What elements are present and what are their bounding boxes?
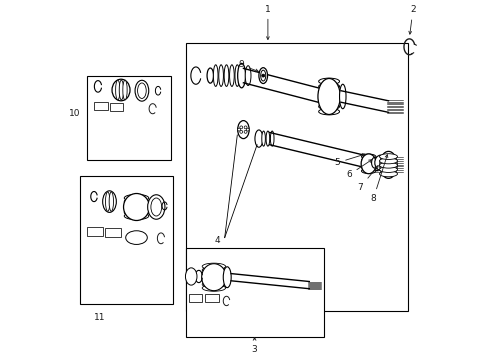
Ellipse shape	[261, 131, 265, 146]
Ellipse shape	[318, 78, 339, 85]
Ellipse shape	[124, 202, 148, 209]
Circle shape	[239, 130, 242, 133]
Ellipse shape	[361, 154, 375, 174]
Ellipse shape	[218, 65, 223, 86]
Ellipse shape	[318, 98, 339, 105]
Ellipse shape	[244, 66, 250, 85]
Ellipse shape	[382, 155, 393, 175]
Ellipse shape	[119, 80, 123, 100]
Circle shape	[239, 126, 242, 129]
FancyBboxPatch shape	[188, 294, 202, 302]
Ellipse shape	[258, 68, 267, 84]
Ellipse shape	[124, 194, 148, 202]
Ellipse shape	[202, 278, 225, 284]
Ellipse shape	[202, 270, 225, 277]
Text: 4: 4	[214, 236, 220, 245]
Ellipse shape	[317, 78, 340, 114]
Ellipse shape	[124, 205, 148, 212]
Ellipse shape	[201, 264, 225, 291]
Text: 7: 7	[357, 166, 377, 192]
Text: 3: 3	[251, 338, 257, 354]
Ellipse shape	[237, 63, 245, 88]
Ellipse shape	[374, 157, 385, 160]
Circle shape	[237, 128, 240, 131]
Ellipse shape	[318, 93, 339, 100]
Text: 11: 11	[94, 313, 105, 322]
Ellipse shape	[206, 68, 213, 83]
Ellipse shape	[125, 231, 147, 244]
Ellipse shape	[361, 161, 375, 166]
Ellipse shape	[379, 158, 397, 164]
Ellipse shape	[124, 209, 148, 216]
Ellipse shape	[105, 192, 110, 211]
Ellipse shape	[374, 165, 385, 169]
Ellipse shape	[234, 65, 239, 86]
Bar	[186, 248, 323, 337]
Ellipse shape	[147, 195, 164, 219]
Ellipse shape	[361, 154, 375, 159]
Bar	[87, 76, 170, 160]
Text: 8: 8	[370, 155, 387, 203]
Ellipse shape	[135, 80, 148, 101]
Ellipse shape	[379, 167, 397, 172]
Ellipse shape	[229, 65, 234, 86]
Circle shape	[244, 130, 246, 133]
Ellipse shape	[265, 131, 269, 146]
Ellipse shape	[223, 267, 231, 288]
Ellipse shape	[202, 263, 225, 270]
Ellipse shape	[260, 70, 265, 81]
Ellipse shape	[374, 159, 385, 163]
Ellipse shape	[379, 171, 397, 177]
FancyBboxPatch shape	[204, 294, 218, 302]
Ellipse shape	[202, 281, 225, 288]
Text: 1: 1	[264, 5, 270, 40]
FancyBboxPatch shape	[94, 102, 107, 110]
Ellipse shape	[379, 162, 397, 168]
Ellipse shape	[124, 198, 148, 205]
Ellipse shape	[151, 198, 162, 216]
Ellipse shape	[102, 191, 116, 212]
Ellipse shape	[318, 88, 339, 95]
FancyBboxPatch shape	[104, 228, 121, 237]
Ellipse shape	[318, 108, 339, 115]
Ellipse shape	[123, 194, 149, 220]
Text: 2: 2	[408, 5, 415, 34]
Ellipse shape	[224, 65, 228, 86]
Bar	[80, 176, 173, 304]
Ellipse shape	[213, 65, 218, 86]
Ellipse shape	[202, 267, 225, 273]
Text: 9: 9	[238, 60, 258, 72]
Ellipse shape	[361, 165, 375, 170]
Ellipse shape	[374, 162, 385, 166]
Ellipse shape	[374, 155, 386, 170]
Ellipse shape	[115, 80, 120, 100]
Ellipse shape	[379, 152, 396, 179]
Ellipse shape	[202, 285, 225, 291]
Ellipse shape	[112, 79, 130, 101]
Text: 5: 5	[334, 154, 365, 167]
Ellipse shape	[202, 274, 225, 280]
Ellipse shape	[379, 154, 397, 159]
Ellipse shape	[237, 121, 249, 139]
Bar	[186, 43, 407, 311]
Circle shape	[246, 128, 249, 131]
Ellipse shape	[137, 83, 146, 99]
Ellipse shape	[318, 83, 339, 90]
Ellipse shape	[124, 212, 148, 220]
Ellipse shape	[122, 80, 127, 100]
FancyBboxPatch shape	[87, 227, 102, 236]
Ellipse shape	[318, 103, 339, 110]
Text: 10: 10	[69, 109, 80, 118]
Ellipse shape	[254, 130, 263, 147]
Ellipse shape	[185, 268, 197, 285]
Ellipse shape	[361, 168, 375, 174]
Ellipse shape	[270, 131, 273, 146]
Circle shape	[244, 126, 246, 129]
Ellipse shape	[339, 84, 346, 109]
Ellipse shape	[361, 158, 375, 163]
Text: 6: 6	[346, 160, 371, 180]
Ellipse shape	[109, 192, 113, 211]
Circle shape	[261, 74, 264, 77]
FancyBboxPatch shape	[109, 103, 123, 111]
